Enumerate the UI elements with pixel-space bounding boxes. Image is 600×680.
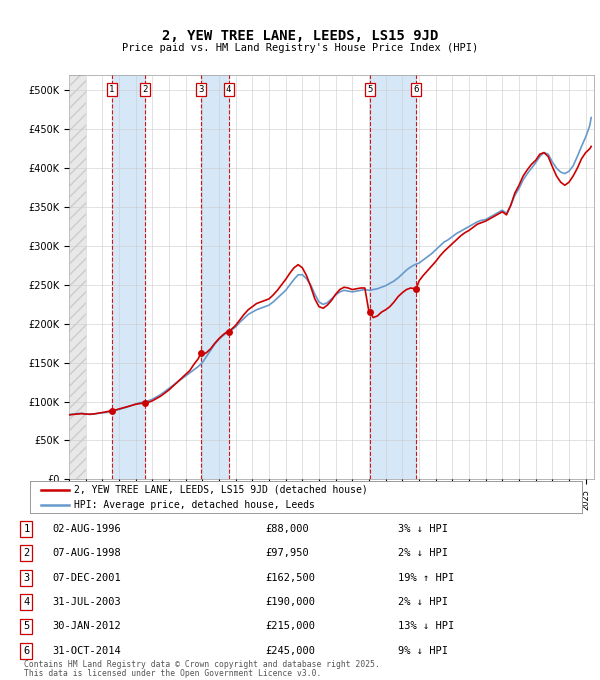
Text: 02-AUG-1996: 02-AUG-1996 [52, 524, 121, 534]
Text: £245,000: £245,000 [265, 646, 316, 656]
Text: 5: 5 [368, 85, 373, 94]
Text: 4: 4 [226, 85, 232, 94]
Bar [370, 75, 416, 479]
Text: £97,950: £97,950 [265, 548, 309, 558]
Text: 9% ↓ HPI: 9% ↓ HPI [398, 646, 448, 656]
Text: 3% ↓ HPI: 3% ↓ HPI [398, 524, 448, 534]
Text: 2% ↓ HPI: 2% ↓ HPI [398, 548, 448, 558]
Bar [69, 75, 86, 479]
Text: 2, YEW TREE LANE, LEEDS, LS15 9JD (detached house): 2, YEW TREE LANE, LEEDS, LS15 9JD (detac… [74, 485, 368, 494]
Text: 6: 6 [413, 85, 419, 94]
Text: £215,000: £215,000 [265, 622, 316, 632]
Text: 2: 2 [23, 548, 29, 558]
Text: £162,500: £162,500 [265, 573, 316, 583]
Text: 2, YEW TREE LANE, LEEDS, LS15 9JD: 2, YEW TREE LANE, LEEDS, LS15 9JD [162, 29, 438, 43]
Text: 30-JAN-2012: 30-JAN-2012 [52, 622, 121, 632]
Text: 2% ↓ HPI: 2% ↓ HPI [398, 597, 448, 607]
Bar [201, 75, 229, 479]
Text: 1: 1 [109, 85, 115, 94]
Text: 3: 3 [199, 85, 203, 94]
Text: HPI: Average price, detached house, Leeds: HPI: Average price, detached house, Leed… [74, 500, 315, 509]
Text: £190,000: £190,000 [265, 597, 316, 607]
Text: This data is licensed under the Open Government Licence v3.0.: This data is licensed under the Open Gov… [24, 669, 322, 678]
Text: 2: 2 [143, 85, 148, 94]
Text: Price paid vs. HM Land Registry's House Price Index (HPI): Price paid vs. HM Land Registry's House … [122, 43, 478, 53]
Text: 1: 1 [23, 524, 29, 534]
Text: 07-AUG-1998: 07-AUG-1998 [52, 548, 121, 558]
Bar [112, 75, 145, 479]
Text: 5: 5 [23, 622, 29, 632]
Text: 4: 4 [23, 597, 29, 607]
Text: 19% ↑ HPI: 19% ↑ HPI [398, 573, 454, 583]
Text: 07-DEC-2001: 07-DEC-2001 [52, 573, 121, 583]
Text: 3: 3 [23, 573, 29, 583]
Text: 31-JUL-2003: 31-JUL-2003 [52, 597, 121, 607]
Text: 6: 6 [23, 646, 29, 656]
Text: 31-OCT-2014: 31-OCT-2014 [52, 646, 121, 656]
Text: £88,000: £88,000 [265, 524, 309, 534]
Text: 13% ↓ HPI: 13% ↓ HPI [398, 622, 454, 632]
Text: Contains HM Land Registry data © Crown copyright and database right 2025.: Contains HM Land Registry data © Crown c… [24, 660, 380, 668]
